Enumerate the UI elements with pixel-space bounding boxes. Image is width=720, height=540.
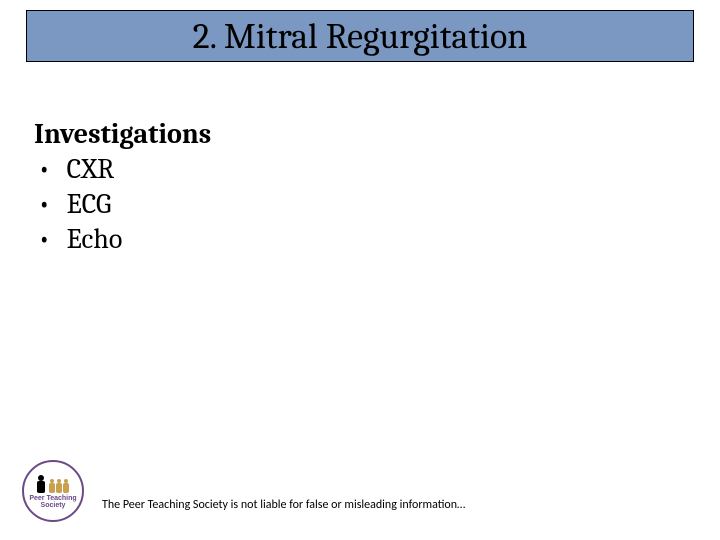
title-bar: 2. Mitral Regurgitation xyxy=(26,10,694,62)
bullet-item: CXR xyxy=(34,152,211,187)
figure-main-icon xyxy=(37,475,45,493)
logo-circle: Peer Teaching Society xyxy=(22,460,84,522)
slide-title: 2. Mitral Regurgitation xyxy=(193,16,528,57)
slide: 2. Mitral Regurgitation Investigations C… xyxy=(0,0,720,540)
logo-line1: Peer Teaching xyxy=(29,495,76,502)
figure-small-icon xyxy=(49,479,55,493)
bullet-item: Echo xyxy=(34,222,211,257)
figure-small-icon xyxy=(63,479,69,493)
logo-line2: Society xyxy=(41,502,66,509)
logo: Peer Teaching Society xyxy=(22,460,84,522)
section-heading: Investigations xyxy=(34,118,211,150)
figure-small-icon xyxy=(56,479,62,493)
body-content: Investigations CXR ECG Echo xyxy=(34,118,211,257)
bullet-item: ECG xyxy=(34,187,211,222)
footer-disclaimer: The Peer Teaching Society is not liable … xyxy=(102,498,465,512)
logo-text: Peer Teaching Society xyxy=(29,495,76,509)
bullet-list: CXR ECG Echo xyxy=(34,152,211,257)
logo-figures-icon xyxy=(37,475,69,493)
